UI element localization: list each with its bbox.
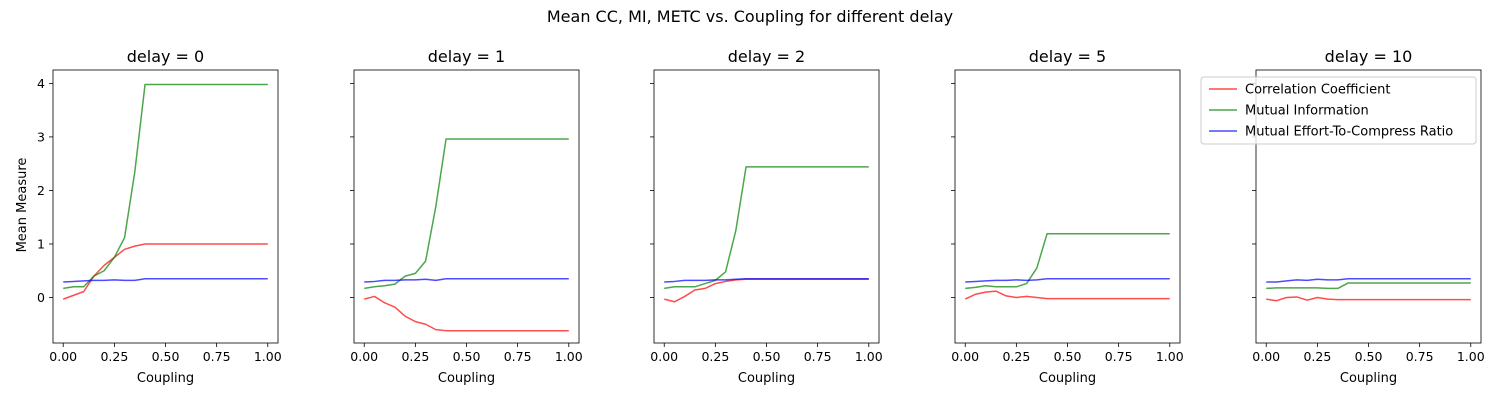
y-tick-label: 0 — [37, 290, 45, 305]
x-tick-label: 1.00 — [1156, 349, 1184, 364]
legend-box — [1200, 76, 1477, 145]
x-tick-label: 0.50 — [1054, 349, 1082, 364]
legend-label: Correlation Coefficient — [1245, 83, 1391, 98]
subplot-4: 0.00 0.25 0.50 0.75 1.00 delay = 5 Coupling — [951, 47, 1184, 386]
series-line-mutual-effort-to-compress-ratio — [63, 278, 268, 283]
x-tick-label: 0.00 — [650, 349, 678, 364]
series-line-correlation-coefficient — [1266, 296, 1471, 302]
x-tick-label: 0.50 — [1355, 349, 1383, 364]
x-tick-label: 0.75 — [1105, 349, 1133, 364]
x-axis-label: Coupling — [738, 371, 795, 386]
x-tick-label: 0.50 — [152, 349, 180, 364]
x-tick-label: 0.75 — [203, 349, 231, 364]
series-line-mutual-information — [63, 83, 268, 290]
legend: Correlation Coefficient Mutual Informatio… — [1200, 76, 1477, 145]
x-tick-label: 0.50 — [453, 349, 481, 364]
x-tick-label: 0.25 — [701, 349, 729, 364]
x-tick-label: 1.00 — [855, 349, 883, 364]
y-tick-label: 1 — [37, 236, 45, 251]
series-line-correlation-coefficient — [364, 295, 569, 332]
subplot-5: 0.00 0.25 0.50 0.75 1.00 delay = 10 Coupling — [1252, 47, 1485, 386]
subplot-title: delay = 10 — [1325, 47, 1413, 66]
series-line-mutual-effort-to-compress-ratio — [664, 278, 869, 283]
subplot-2: 0.00 0.25 0.50 0.75 1.00 delay = 1 Coupling — [350, 47, 583, 386]
x-tick-label: 0.00 — [350, 349, 378, 364]
x-tick-label: 0.25 — [1002, 349, 1030, 364]
subplot-title: delay = 0 — [127, 47, 204, 66]
x-tick-label: 0.75 — [1406, 349, 1434, 364]
series-line-mutual-effort-to-compress-ratio — [1266, 278, 1471, 283]
subplot-1: 0.00 0.25 0.50 0.75 1.00 0 1 2 3 4 delay = 0 Coupli… — [37, 47, 282, 386]
subplot-3: 0.00 0.25 0.50 0.75 1.00 delay = 2 Coupling — [650, 47, 883, 386]
x-tick-label: 0.00 — [49, 349, 77, 364]
x-tick-label: 0.25 — [401, 349, 429, 364]
x-tick-label: 0.00 — [951, 349, 979, 364]
y-tick-label: 3 — [37, 129, 45, 144]
y-axis-label: Mean Measure — [15, 158, 30, 253]
series-line-mutual-information — [1266, 282, 1471, 290]
series-line-correlation-coefficient — [964, 290, 1170, 300]
y-tick-label: 4 — [37, 76, 45, 91]
series-line-correlation-coefficient — [62, 243, 268, 300]
legend-label: Mutual Effort-To-Compress Ratio — [1245, 125, 1453, 140]
x-axis-label: Coupling — [438, 371, 495, 386]
x-tick-label: 0.75 — [804, 349, 832, 364]
x-tick-label: 0.50 — [753, 349, 781, 364]
x-axis-label: Coupling — [1039, 371, 1096, 386]
series-line-mutual-information — [965, 233, 1170, 290]
x-tick-label: 0.25 — [1303, 349, 1331, 364]
x-tick-label: 0.25 — [100, 349, 128, 364]
series-line-mutual-information — [664, 166, 869, 290]
x-axis-label: Coupling — [137, 371, 194, 386]
x-tick-label: 1.00 — [1457, 349, 1485, 364]
figure-suptitle: Mean CC, MI, METC vs. Coupling for diffe… — [547, 7, 953, 26]
x-tick-label: 0.00 — [1252, 349, 1280, 364]
x-tick-label: 0.75 — [504, 349, 532, 364]
series-line-mutual-effort-to-compress-ratio — [965, 278, 1170, 283]
series-line-mutual-effort-to-compress-ratio — [364, 278, 569, 283]
x-tick-label: 1.00 — [555, 349, 583, 364]
subplot-title: delay = 5 — [1029, 47, 1106, 66]
series-line-mutual-information — [364, 138, 569, 290]
legend-label: Mutual Information — [1245, 104, 1369, 119]
x-tick-label: 1.00 — [254, 349, 282, 364]
subplots: 0.00 0.25 0.50 0.75 1.00 0 1 2 3 4 delay = 0 Coupli… — [37, 47, 1485, 386]
subplot-title: delay = 2 — [728, 47, 805, 66]
x-axis-label: Coupling — [1340, 371, 1397, 386]
y-tick-label: 2 — [37, 183, 45, 198]
subplot-title: delay = 1 — [428, 47, 505, 66]
